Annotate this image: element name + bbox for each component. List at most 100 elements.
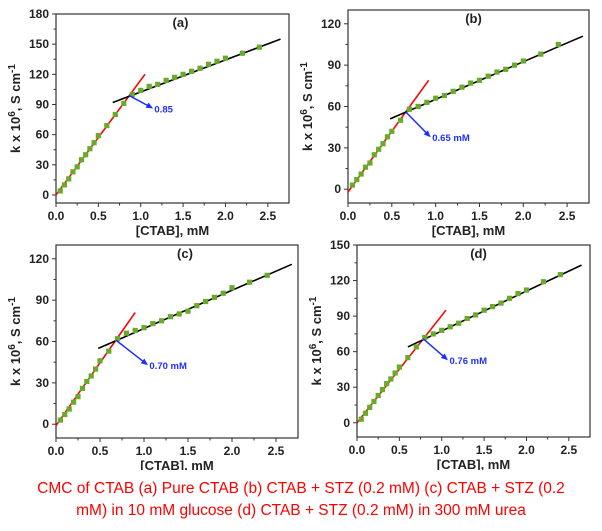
data-point — [396, 364, 402, 370]
panel-label: (c) — [177, 246, 193, 261]
cmc-arrow — [405, 111, 431, 138]
y-axis-label-text: , S cm — [300, 71, 315, 109]
data-point — [188, 68, 195, 74]
y-axis-label: k x 106, S cm-1 — [7, 297, 24, 386]
y-tick-label: 120 — [29, 67, 49, 81]
y-axis-label-text: k x 10 — [8, 117, 23, 153]
y-tick-label: 60 — [337, 345, 351, 359]
data-point — [78, 157, 85, 163]
data-point — [62, 411, 68, 418]
data-point — [540, 279, 546, 285]
y-axis-label-text: k x 10 — [300, 115, 315, 151]
y-axis-label-superscript: 6 — [7, 344, 18, 350]
x-tick-label: 0.5 — [92, 444, 109, 458]
y-axis-label: k x 106, S cm-1 — [308, 296, 325, 385]
data-point — [197, 65, 203, 71]
data-point — [447, 324, 453, 330]
y-axis-label-text: k x 10 — [8, 350, 23, 386]
data-point — [459, 84, 465, 90]
y-axis-label-superscript: -1 — [299, 62, 310, 71]
data-point — [473, 312, 479, 318]
data-point — [523, 287, 530, 293]
data-point — [93, 366, 99, 372]
data-point — [464, 315, 470, 322]
data-point — [511, 62, 518, 68]
plot-frame — [55, 13, 290, 204]
chart-panel-b: 0.0 0.5 1.0 1.5 2.0 2.5 0 30 60 90 120 [CTAB], mM k … — [299, 9, 590, 238]
data-point — [141, 325, 147, 331]
x-tick-label: 1.5 — [175, 209, 192, 223]
data-point — [362, 164, 369, 170]
x-tick-label: 1.5 — [476, 443, 493, 457]
data-point — [367, 404, 373, 410]
x-axis-label: [CTAB], mM — [136, 223, 209, 238]
data-point — [57, 417, 63, 423]
data-point — [413, 344, 419, 350]
y-axis-label-superscript: -1 — [7, 64, 18, 73]
data-point — [555, 41, 561, 48]
data-point — [138, 87, 144, 94]
data-point — [380, 141, 386, 147]
y-tick-label: 150 — [330, 238, 350, 252]
x-tick-label: 2.5 — [560, 443, 577, 457]
y-tick-label: 0 — [42, 417, 49, 431]
y-tick-label: 90 — [328, 58, 342, 72]
x-tick-label: 2.5 — [259, 209, 276, 223]
data-point — [180, 71, 186, 77]
y-tick-label: 150 — [29, 37, 49, 51]
data-point — [481, 307, 487, 313]
x-tick-label: 2.5 — [559, 209, 576, 223]
x-tick-label: 2.5 — [268, 444, 285, 458]
y-tick-label: 30 — [337, 380, 351, 394]
data-point — [229, 285, 235, 291]
data-point — [538, 51, 544, 57]
data-point — [83, 152, 89, 158]
y-axis-label-superscript: 6 — [299, 109, 310, 115]
data-point — [397, 117, 404, 123]
data-point — [87, 146, 93, 152]
chart-panel-d: 0.0 0.5 1.0 1.5 2.0 2.5 0 30 60 90 120 150 [CTAB], m… — [308, 238, 591, 470]
data-point — [485, 73, 491, 79]
data-point — [121, 100, 127, 107]
figure-caption: CMC of CTAB (a) Pure CTAB (b) CTAB + STZ… — [0, 478, 602, 522]
data-point — [433, 95, 439, 101]
x-tick-label: 0.0 — [340, 209, 357, 223]
y-tick-label: 30 — [328, 141, 342, 155]
data-point — [220, 290, 226, 296]
x-tick-label: 1.0 — [433, 443, 450, 457]
data-point — [371, 152, 377, 158]
data-point — [115, 336, 121, 342]
x-tick-label: 1.5 — [471, 209, 488, 223]
data-point — [375, 392, 381, 399]
data-point — [506, 295, 513, 301]
data-point — [476, 77, 483, 83]
y-tick-label: 0 — [42, 188, 49, 202]
data-point — [384, 134, 391, 140]
x-tick-label: 0.5 — [383, 209, 400, 223]
data-point — [362, 410, 369, 416]
caption-line-2: mM) in 10 mM glucose (d) CTAB + STZ (0.2… — [76, 502, 526, 519]
chart-panel-a: 0.0 0.5 1.0 1.5 2.0 2.5 0 30 60 90 120 150 180 [CTAB]… — [7, 7, 290, 238]
figure: 0.0 0.5 1.0 1.5 2.0 2.50306090120150180[CTAB]… — [7, 7, 591, 470]
y-axis-label-text: , S cm — [8, 306, 23, 344]
data-point — [167, 314, 173, 320]
y-axis-label-superscript: 6 — [7, 111, 18, 117]
data-point — [214, 58, 220, 64]
x-tick-label: 1.0 — [427, 209, 444, 223]
panel-label: (a) — [173, 15, 189, 30]
data-point — [185, 308, 191, 314]
x-tick-label: 0.5 — [391, 443, 408, 457]
x-tick-label: 1.0 — [132, 209, 149, 223]
data-point — [256, 44, 262, 50]
y-tick-label: 30 — [36, 158, 50, 172]
y-tick-label: 120 — [321, 17, 341, 31]
x-tick-label: 2.0 — [224, 444, 241, 458]
panel-label: (b) — [465, 11, 482, 26]
data-point — [159, 318, 165, 324]
data-point — [422, 334, 428, 341]
data-point — [95, 133, 101, 139]
data-point — [349, 182, 355, 188]
data-point — [503, 66, 509, 72]
data-point — [203, 298, 209, 305]
x-axis-label: [CTAB], mM — [140, 458, 213, 470]
